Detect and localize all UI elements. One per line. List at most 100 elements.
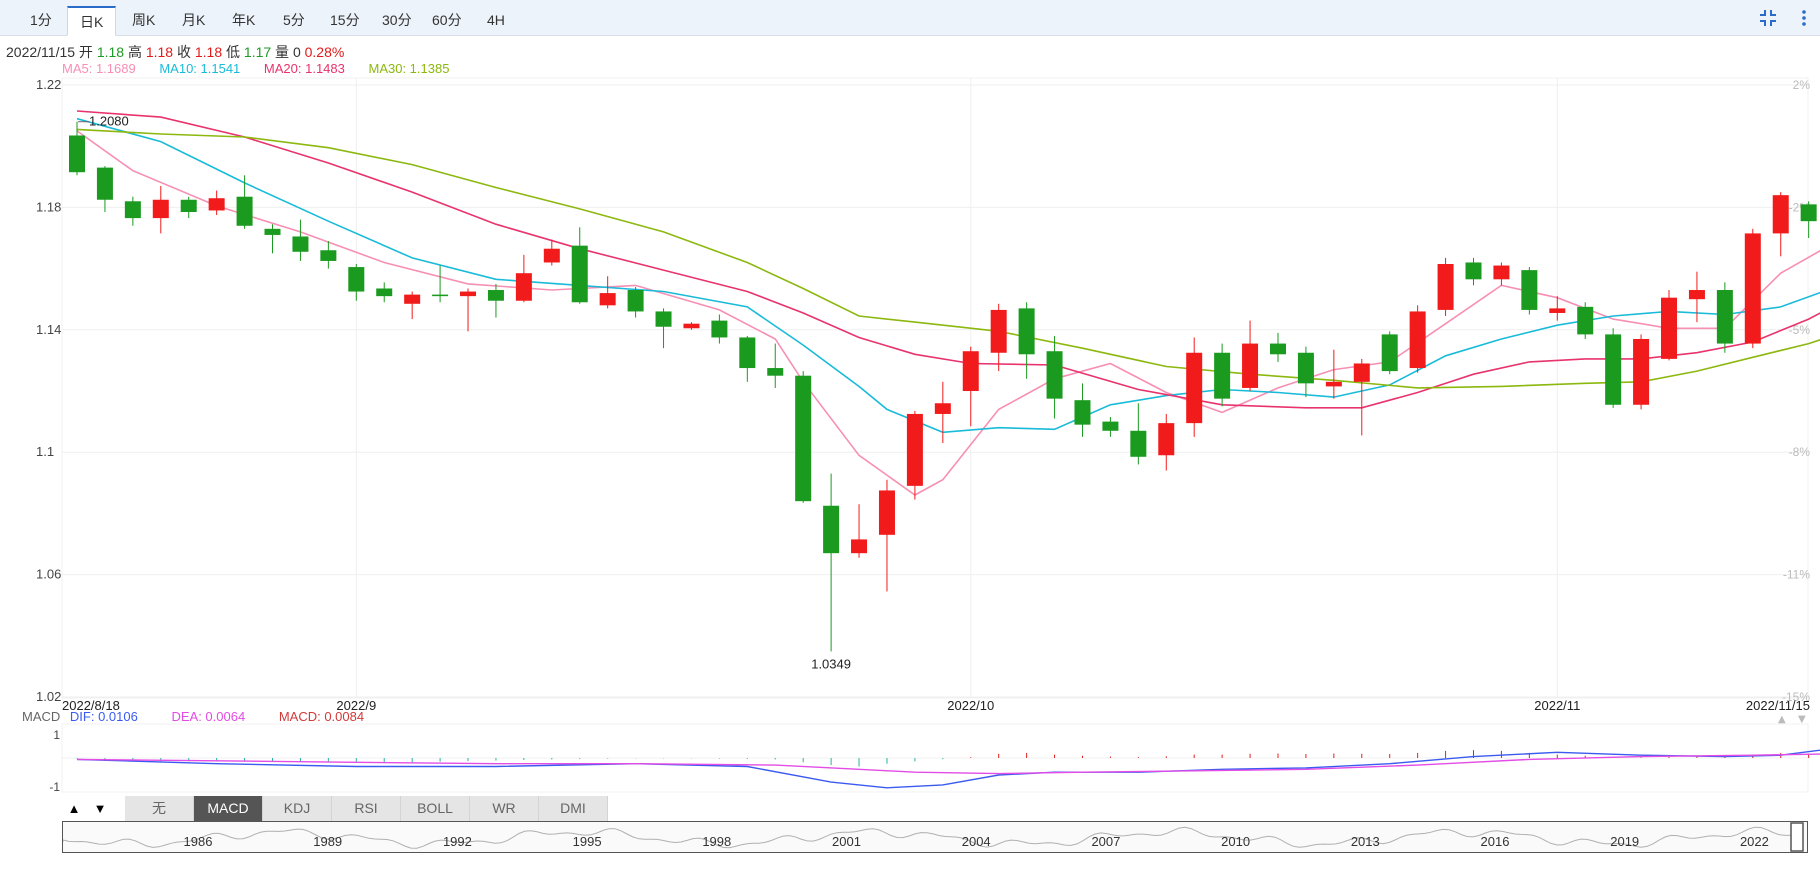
low-marker-label: 1.0349	[811, 656, 851, 671]
indicator-macd-button[interactable]: MACD	[194, 796, 263, 821]
candle-body	[1269, 343, 1286, 355]
ma-legend: MA5: 1.1689 MA10: 1.1541 MA20: 1.1483 MA…	[62, 61, 469, 76]
candle-body	[1130, 430, 1147, 457]
y-tick-label: 1.18	[36, 199, 61, 214]
overview-year-label: 2016	[1481, 834, 1510, 849]
ma-line-ma10	[76, 117, 1820, 434]
info-close: 1.18	[194, 44, 223, 60]
tab-15min[interactable]: 15分	[330, 12, 360, 28]
pct-tick-label: -15%	[1782, 690, 1810, 704]
candle-body	[795, 375, 812, 502]
indicator-wr-button[interactable]: WR	[470, 796, 539, 821]
candle-body	[348, 267, 365, 292]
tab-weekly-k[interactable]: 周K	[132, 12, 156, 28]
info-high: 1.18	[145, 44, 174, 60]
scroll-up-icon: ▲	[1778, 714, 1786, 725]
info-vol: 0	[292, 44, 301, 60]
x-axis-label: 2022/11/15	[1746, 698, 1810, 713]
period-tab-bar: 1分 日K 周K 月K 年K 5分 15分 30分 60分 4H	[0, 0, 1820, 36]
overview-year-label: 2004	[962, 834, 991, 849]
overview-year-label: 2013	[1351, 834, 1380, 849]
candle-body	[460, 291, 477, 297]
x-axis-label: 2022/8/18	[62, 698, 120, 713]
candle-body	[627, 290, 644, 312]
tab-30min[interactable]: 30分	[382, 12, 412, 28]
pct-tick-label: 2%	[1793, 78, 1811, 92]
x-axis-label: 2022/9	[336, 698, 376, 713]
dea-legend: DEA: 0.0064	[171, 709, 246, 724]
collapse-icon[interactable]	[1758, 8, 1778, 28]
tab-4h[interactable]: 4H	[487, 12, 505, 28]
overview-history-line	[63, 826, 1804, 849]
overview-year-label: 1995	[573, 834, 602, 849]
tab-yearly-k[interactable]: 年K	[232, 12, 256, 28]
candle-body	[543, 248, 560, 263]
candle-body	[376, 288, 393, 297]
info-date: 2022/11/15	[6, 44, 76, 60]
candle-body	[1577, 306, 1594, 335]
candle-body	[906, 413, 923, 486]
arrow-down-button[interactable]: ▼	[88, 796, 112, 821]
overview-year-label: 1989	[313, 834, 342, 849]
info-close-label: 收	[176, 44, 191, 60]
candle-body	[236, 196, 253, 226]
candle-body	[1074, 400, 1091, 425]
x-axis-label: 2022/11	[1534, 698, 1580, 713]
candle-body	[1409, 311, 1426, 369]
tab-monthly-k[interactable]: 月K	[182, 12, 206, 28]
tab-60min[interactable]: 60分	[432, 12, 462, 28]
indicator-boll-button[interactable]: BOLL	[401, 796, 470, 821]
dea-line	[76, 753, 1820, 775]
macd-value-legend: MACD: 0.0084	[278, 709, 365, 724]
overview-chart: 1986 1989 1992 1995 1998 2001 2004 2007 2010 2013…	[63, 822, 1804, 852]
dif-line	[76, 749, 1820, 789]
y-tick-label: 1.02	[36, 689, 61, 704]
info-low: 1.17	[243, 44, 272, 60]
overview-year-label: 2001	[832, 834, 861, 849]
dif-legend: DIF: 0.0106	[69, 709, 138, 724]
pct-tick-label: -5%	[1789, 323, 1811, 337]
overview-navigator[interactable]: 1986 1989 1992 1995 1998 2001 2004 2007 2010 2013…	[62, 821, 1808, 853]
ma10-legend: MA10: 1.1541	[159, 61, 241, 76]
candle-body	[487, 290, 504, 301]
x-axis-label: 2022/10	[947, 698, 994, 713]
info-change: 0.28%	[304, 44, 345, 60]
candle-body	[851, 539, 868, 554]
candle-body	[152, 199, 169, 219]
candle-body	[878, 490, 895, 535]
candle-body	[1744, 233, 1761, 344]
candle-body	[1325, 381, 1342, 387]
info-vol-label: 量	[275, 44, 290, 60]
overview-year-label: 1998	[702, 834, 731, 849]
candle-body	[1493, 265, 1510, 280]
arrow-up-button[interactable]: ▲	[62, 796, 86, 821]
candle-body	[962, 351, 979, 391]
candle-body	[432, 294, 449, 297]
high-marker-label: 1.2080	[89, 114, 129, 129]
tab-daily-k[interactable]: 日K	[67, 6, 117, 36]
candle-body	[934, 403, 951, 414]
tab-5min[interactable]: 5分	[283, 12, 305, 28]
candle-body	[1800, 204, 1817, 222]
candle-body	[1437, 264, 1454, 310]
candle-body	[1102, 421, 1119, 431]
pct-tick-label: -11%	[1783, 568, 1810, 582]
candle-body	[264, 228, 281, 235]
macd-legend: MACD DIF: 0.0106 DEA: 0.0064 MACD: 0.008…	[22, 709, 394, 724]
candle-body	[96, 167, 113, 200]
info-open: 1.18	[96, 44, 125, 60]
indicator-none-button[interactable]: 无	[125, 796, 194, 821]
more-icon[interactable]	[1794, 8, 1814, 28]
indicator-kdj-button[interactable]: KDJ	[263, 796, 332, 821]
candle-body	[599, 293, 616, 306]
candle-body	[1046, 351, 1063, 399]
y-tick-label: 1.1	[36, 444, 54, 459]
candle-body	[1465, 262, 1482, 280]
candle-body	[124, 201, 141, 219]
tab-1min[interactable]: 1分	[30, 12, 52, 28]
indicator-rsi-button[interactable]: RSI	[332, 796, 401, 821]
candle-body	[1242, 343, 1259, 388]
indicator-dmi-button[interactable]: DMI	[539, 796, 608, 821]
info-low-label: 低	[226, 44, 241, 60]
